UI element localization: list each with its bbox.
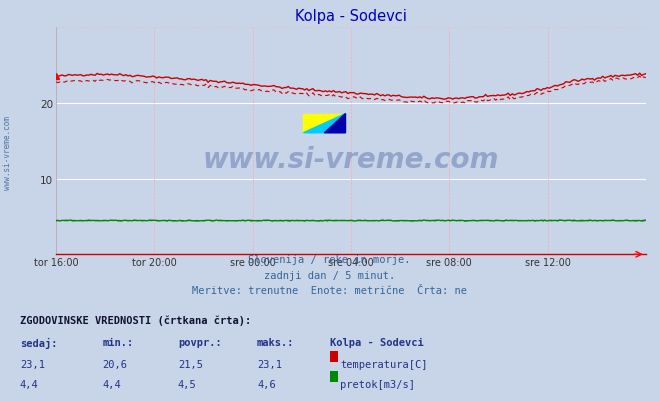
Polygon shape bbox=[303, 114, 345, 134]
Polygon shape bbox=[324, 114, 345, 134]
Title: Kolpa - Sodevci: Kolpa - Sodevci bbox=[295, 9, 407, 24]
Text: zadnji dan / 5 minut.: zadnji dan / 5 minut. bbox=[264, 270, 395, 280]
Text: sedaj:: sedaj: bbox=[20, 337, 57, 348]
Text: ZGODOVINSKE VREDNOSTI (črtkana črta):: ZGODOVINSKE VREDNOSTI (črtkana črta): bbox=[20, 315, 251, 325]
Text: Kolpa - Sodevci: Kolpa - Sodevci bbox=[330, 337, 423, 347]
Text: 4,4: 4,4 bbox=[102, 379, 121, 389]
Text: povpr.:: povpr.: bbox=[178, 337, 221, 347]
Text: Meritve: trenutne  Enote: metrične  Črta: ne: Meritve: trenutne Enote: metrične Črta: … bbox=[192, 285, 467, 295]
Text: 4,6: 4,6 bbox=[257, 379, 275, 389]
Text: pretok[m3/s]: pretok[m3/s] bbox=[340, 379, 415, 389]
Text: 4,5: 4,5 bbox=[178, 379, 196, 389]
Text: Slovenija / reke in morje.: Slovenija / reke in morje. bbox=[248, 255, 411, 265]
Text: www.si-vreme.com: www.si-vreme.com bbox=[203, 146, 499, 174]
Text: 23,1: 23,1 bbox=[257, 359, 282, 369]
Text: 4,4: 4,4 bbox=[20, 379, 38, 389]
Text: maks.:: maks.: bbox=[257, 337, 295, 347]
Text: www.si-vreme.com: www.si-vreme.com bbox=[3, 115, 13, 189]
Text: min.:: min.: bbox=[102, 337, 133, 347]
Text: 20,6: 20,6 bbox=[102, 359, 127, 369]
Polygon shape bbox=[303, 114, 345, 134]
Text: temperatura[C]: temperatura[C] bbox=[340, 359, 428, 369]
Text: 21,5: 21,5 bbox=[178, 359, 203, 369]
Text: 23,1: 23,1 bbox=[20, 359, 45, 369]
